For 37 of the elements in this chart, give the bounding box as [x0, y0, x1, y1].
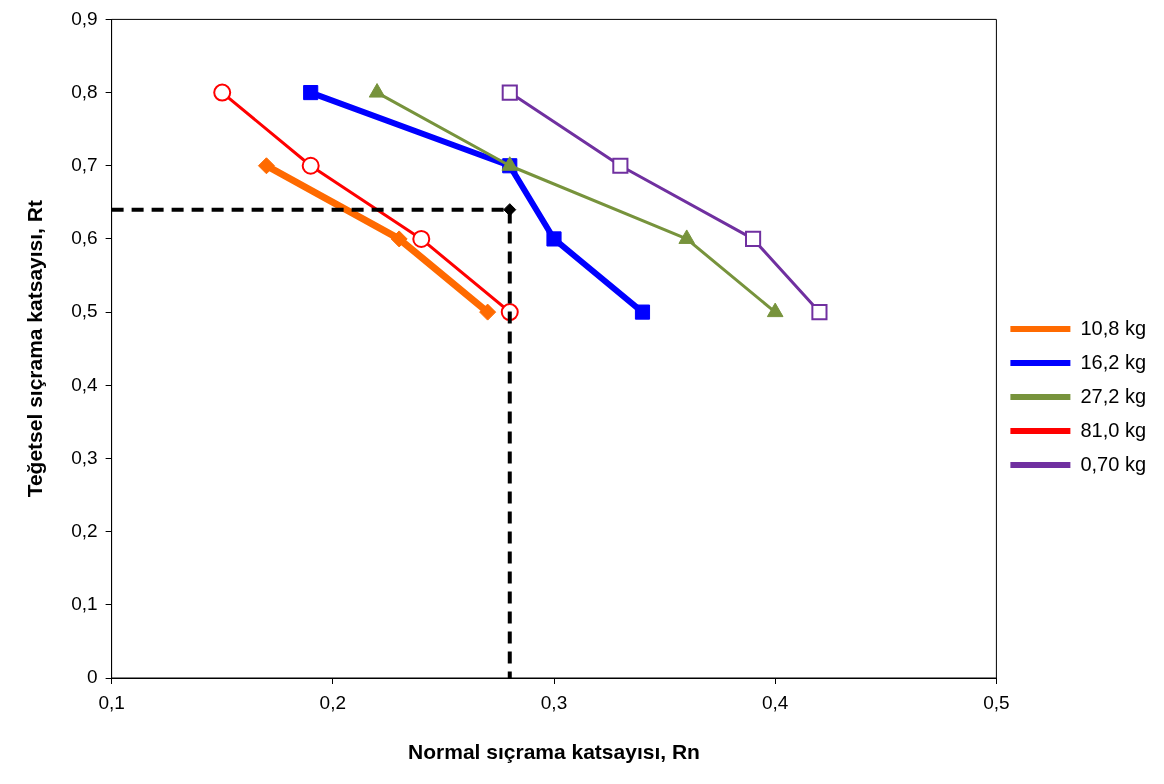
- y-tick-label: 0,6: [71, 227, 98, 249]
- y-tick-label: 0,3: [71, 446, 98, 468]
- x-tick-label: 0,4: [761, 691, 789, 713]
- point: [546, 231, 562, 247]
- legend-label: 10,8 kg: [1080, 316, 1146, 339]
- point: [503, 203, 517, 217]
- y-axis-title: Teğetsel sıçrama katsayısı, Rt: [23, 200, 47, 498]
- point: [412, 229, 431, 248]
- legend-label: 0,70 kg: [1080, 452, 1146, 475]
- y-tick-label: 0,2: [71, 519, 98, 541]
- y-tick-label: 0,1: [71, 593, 98, 615]
- point: [501, 84, 518, 101]
- y-tick-label: 0,9: [71, 7, 98, 29]
- y-tick-label: 0,4: [71, 373, 99, 395]
- point: [479, 303, 497, 321]
- point: [390, 230, 408, 248]
- y-tick-label: 0: [87, 666, 98, 688]
- point: [745, 230, 762, 247]
- x-tick-label: 0,2: [319, 691, 347, 713]
- point: [811, 304, 828, 321]
- point: [303, 85, 319, 101]
- legend-label: 27,2 kg: [1080, 384, 1146, 407]
- point: [301, 156, 320, 175]
- x-tick-label: 0,5: [983, 691, 1010, 713]
- point: [257, 157, 275, 175]
- point: [612, 157, 629, 174]
- point: [634, 304, 651, 320]
- point: [368, 83, 386, 98]
- legend-label: 81,0 kg: [1080, 418, 1146, 441]
- y-tick-label: 0,5: [71, 300, 98, 322]
- x-tick-label: 0,3: [540, 691, 568, 713]
- x-axis-title: Normal sıçrama katsayısı, Rn: [408, 740, 700, 764]
- x-tick-label: 0,1: [98, 691, 125, 713]
- y-tick-label: 0,7: [71, 153, 98, 175]
- point: [213, 83, 232, 102]
- y-tick-label: 0,8: [71, 80, 98, 102]
- legend-label: 16,2 kg: [1080, 350, 1146, 373]
